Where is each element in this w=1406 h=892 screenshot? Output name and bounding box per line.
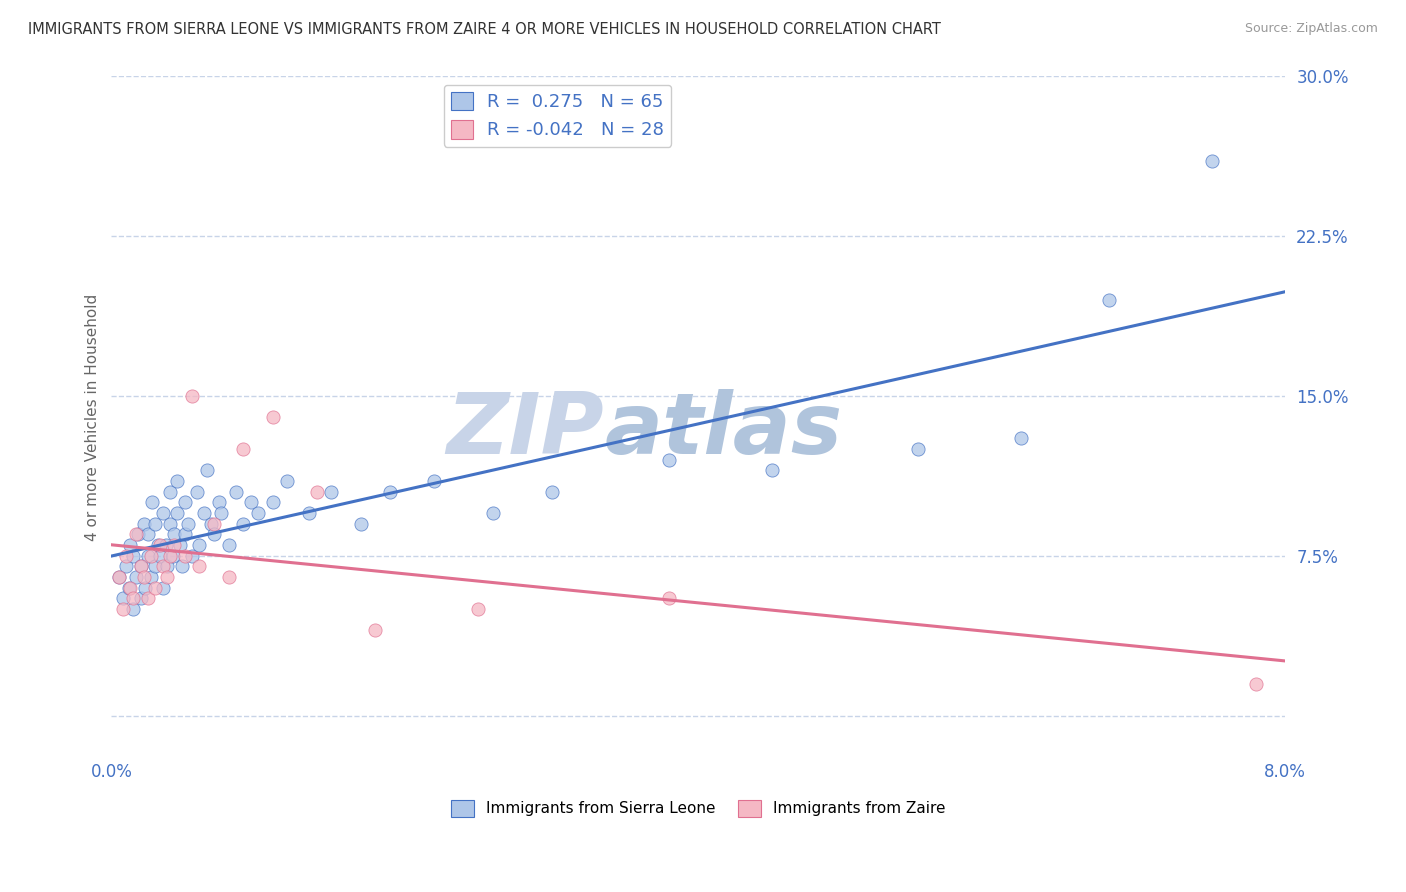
Point	[658, 452, 681, 467]
Point	[149, 538, 172, 552]
Text: Source: ZipAtlas.com: Source: ZipAtlas.com	[1244, 22, 1378, 36]
Text: ZIP: ZIP	[447, 389, 605, 472]
Point	[321, 484, 343, 499]
Legend: Immigrants from Sierra Leone, Immigrants from Zaire: Immigrants from Sierra Leone, Immigrants…	[444, 794, 952, 823]
Point	[148, 538, 170, 552]
Point	[907, 442, 929, 456]
Point	[112, 602, 135, 616]
Point	[162, 549, 184, 563]
Point	[152, 506, 174, 520]
Point	[195, 463, 218, 477]
Point	[298, 506, 321, 520]
Point	[202, 527, 225, 541]
Point	[173, 549, 195, 563]
Point	[115, 559, 138, 574]
Point	[305, 484, 328, 499]
Y-axis label: 4 or more Vehicles in Household: 4 or more Vehicles in Household	[86, 293, 100, 541]
Point	[658, 591, 681, 606]
Point	[118, 581, 141, 595]
Point	[1244, 677, 1267, 691]
Point	[145, 516, 167, 531]
Point	[115, 549, 138, 563]
Point	[152, 581, 174, 595]
Point	[173, 527, 195, 541]
Point	[120, 538, 142, 552]
Point	[202, 516, 225, 531]
Point	[139, 549, 162, 563]
Point	[132, 570, 155, 584]
Point	[761, 463, 783, 477]
Point	[107, 570, 129, 584]
Point	[139, 570, 162, 584]
Point	[145, 559, 167, 574]
Point	[136, 527, 159, 541]
Point	[423, 474, 446, 488]
Point	[125, 570, 148, 584]
Point	[159, 484, 181, 499]
Point	[218, 538, 240, 552]
Point	[276, 474, 298, 488]
Point	[188, 559, 211, 574]
Point	[186, 484, 208, 499]
Point	[107, 570, 129, 584]
Point	[145, 581, 167, 595]
Point	[122, 602, 145, 616]
Point	[129, 559, 152, 574]
Point	[170, 559, 193, 574]
Point	[232, 442, 254, 456]
Point	[132, 516, 155, 531]
Point	[378, 484, 401, 499]
Point	[1098, 293, 1121, 307]
Point	[262, 409, 284, 424]
Point	[218, 570, 240, 584]
Point	[239, 495, 262, 509]
Point	[134, 581, 156, 595]
Point	[1010, 431, 1032, 445]
Point	[169, 538, 191, 552]
Point	[127, 527, 149, 541]
Point	[141, 495, 163, 509]
Point	[188, 538, 211, 552]
Point	[136, 591, 159, 606]
Point	[173, 495, 195, 509]
Point	[166, 506, 188, 520]
Point	[152, 559, 174, 574]
Point	[112, 591, 135, 606]
Point	[136, 549, 159, 563]
Point	[156, 559, 179, 574]
Point	[200, 516, 222, 531]
Text: atlas: atlas	[605, 389, 842, 472]
Point	[181, 549, 204, 563]
Point	[1201, 153, 1223, 168]
Point	[262, 495, 284, 509]
Point	[350, 516, 373, 531]
Point	[207, 495, 229, 509]
Point	[225, 484, 247, 499]
Point	[232, 516, 254, 531]
Point	[129, 591, 152, 606]
Point	[176, 516, 198, 531]
Point	[120, 581, 142, 595]
Text: IMMIGRANTS FROM SIERRA LEONE VS IMMIGRANTS FROM ZAIRE 4 OR MORE VEHICLES IN HOUS: IMMIGRANTS FROM SIERRA LEONE VS IMMIGRAN…	[28, 22, 941, 37]
Point	[540, 484, 562, 499]
Point	[209, 506, 232, 520]
Point	[155, 538, 177, 552]
Point	[181, 389, 204, 403]
Point	[159, 549, 181, 563]
Point	[159, 516, 181, 531]
Point	[166, 474, 188, 488]
Point	[364, 624, 387, 638]
Point	[125, 527, 148, 541]
Point	[129, 559, 152, 574]
Point	[163, 538, 186, 552]
Point	[247, 506, 270, 520]
Point	[122, 591, 145, 606]
Point	[149, 549, 172, 563]
Point	[193, 506, 215, 520]
Point	[467, 602, 489, 616]
Point	[122, 549, 145, 563]
Point	[482, 506, 505, 520]
Point	[163, 527, 186, 541]
Point	[156, 570, 179, 584]
